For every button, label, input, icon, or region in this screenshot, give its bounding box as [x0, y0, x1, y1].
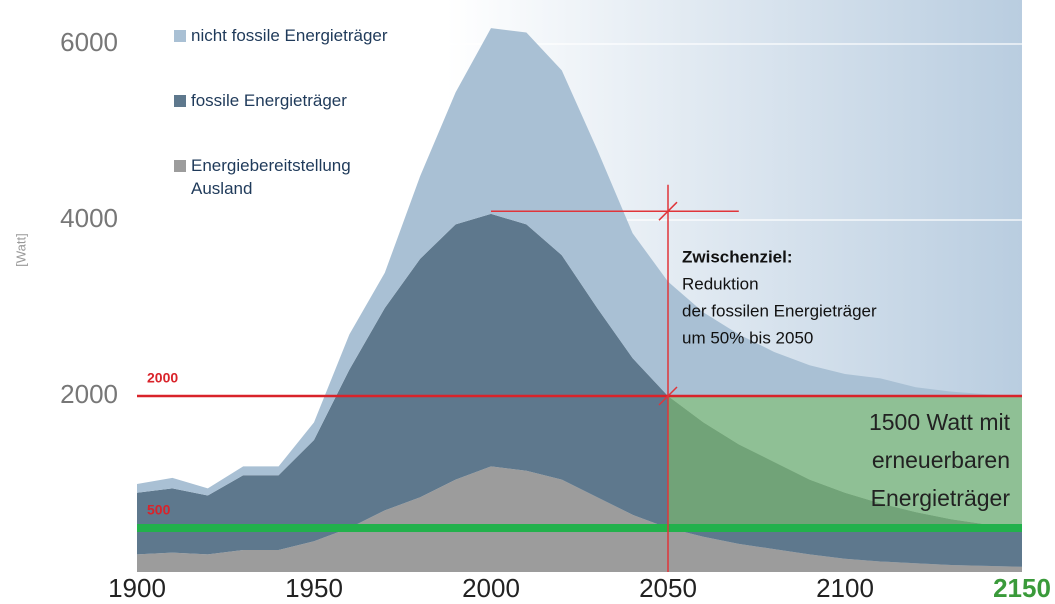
legend-swatch — [174, 160, 186, 172]
milestone-text: um 50% bis 2050 — [682, 328, 813, 347]
target-band — [668, 396, 1022, 528]
reference-label: 2000 — [147, 370, 178, 386]
y-axis-label: [Watt] — [13, 233, 28, 266]
legend-swatch — [174, 95, 186, 107]
y-tick-label: 4000 — [60, 203, 118, 233]
milestone-title: Zwischenziel: — [682, 247, 793, 266]
milestone-text: der fossilen Energieträger — [682, 301, 877, 320]
legend: nicht fossile Energieträger fossile Energ… — [174, 24, 434, 242]
legend-item: fossile Energieträger — [174, 89, 434, 112]
y-tick-label: 2000 — [60, 379, 118, 409]
x-tick-label: 2150 — [993, 573, 1051, 603]
y-tick-label: 6000 — [60, 27, 118, 57]
area — [137, 466, 1022, 572]
band-text: Energieträger — [871, 485, 1011, 511]
band-text: 1500 Watt mit — [869, 409, 1011, 435]
x-tick-label: 1950 — [285, 573, 343, 603]
x-tick-label: 2000 — [462, 573, 520, 603]
legend-label: fossile Energieträger — [191, 91, 347, 110]
legend-swatch — [174, 30, 186, 42]
reference-label: 500 — [147, 502, 171, 518]
cross-mark — [658, 386, 678, 406]
cross-mark — [658, 201, 678, 221]
legend-item: nicht fossile Energieträger — [174, 24, 434, 47]
x-tick-label: 1900 — [108, 573, 166, 603]
x-tick-label: 2100 — [816, 573, 874, 603]
legend-item: Energiebereitstellung Ausland — [174, 154, 434, 200]
band-text: erneuerbaren — [872, 447, 1010, 473]
milestone-text: Reduktion — [682, 274, 759, 293]
x-tick-label: 2050 — [639, 573, 697, 603]
legend-label: Energiebereitstellung Ausland — [191, 156, 351, 198]
legend-label: nicht fossile Energieträger — [191, 26, 388, 45]
